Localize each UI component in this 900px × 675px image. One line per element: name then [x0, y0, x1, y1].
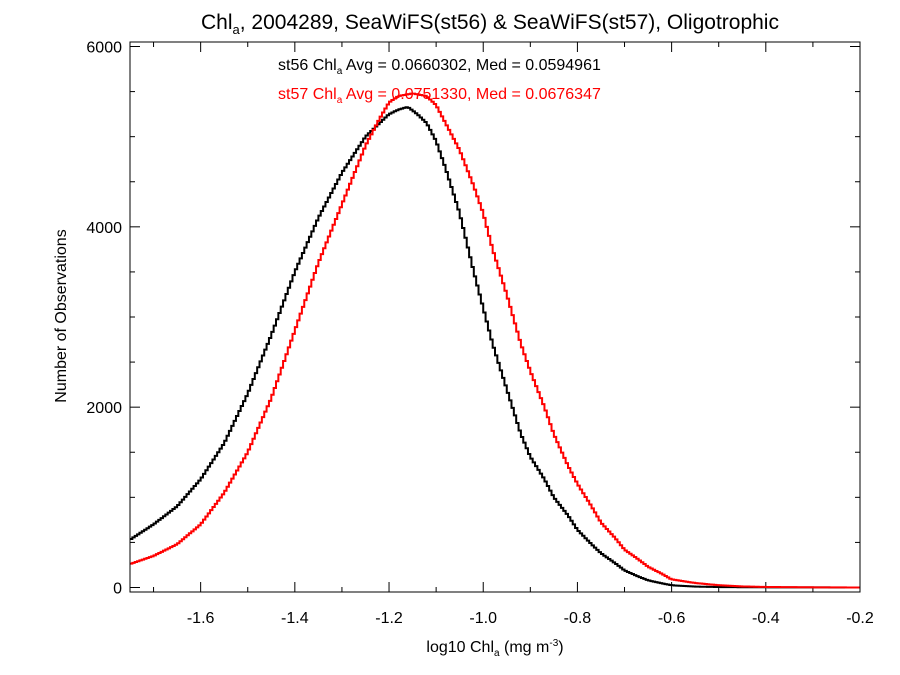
st56-annotation-prefix: st56 Chl	[278, 57, 337, 74]
st57-annotation: st57 Chla Avg = 0.0751330, Med = 0.06763…	[278, 86, 601, 106]
y-tick-label: 6000	[86, 40, 122, 57]
x-tick-label: -0.2	[846, 610, 874, 627]
plot-frame	[129, 41, 861, 593]
axis-ticks: -1.6 -1.4 -1.2 -1.0 -0.8 -0.6 -0.4 -0.2 0 2000 400…	[86, 40, 873, 627]
data-series	[130, 92, 860, 589]
st56-annotation-rest: Avg = 0.0660302, Med = 0.0594961	[342, 57, 601, 74]
y-tick-label: 0	[113, 580, 122, 597]
chart-title: Chla, 2004289, SeaWiFS(st56) & SeaWiFS(s…	[201, 11, 779, 37]
x-axis-label-prefix: log10 Chl	[426, 639, 494, 656]
st56-annotation: st56 Chla Avg = 0.0660302, Med = 0.05949…	[278, 57, 601, 77]
x-axis-label-middle: (mg m	[500, 639, 550, 656]
x-tick-label: -1.6	[187, 610, 215, 627]
x-axis-label-suffix: )	[558, 639, 563, 656]
x-axis-label-subscript: a	[494, 648, 500, 659]
st57-annotation-subscript: a	[337, 95, 343, 106]
x-tick-label: -0.4	[752, 610, 780, 627]
x-axis-label: log10 Chla (mg m-3)	[426, 638, 563, 659]
st57-annotation-rest: Avg = 0.0751330, Med = 0.0676347	[342, 86, 601, 103]
x-tick-label: -1.4	[281, 610, 309, 627]
chart-title-prefix: Chl	[201, 11, 233, 34]
chart-title-subscript: a	[233, 22, 241, 37]
y-tick-label: 2000	[86, 400, 122, 417]
st56-histogram-line	[130, 106, 860, 589]
chart-title-rest: , 2004289, SeaWiFS(st56) & SeaWiFS(st57)…	[240, 11, 779, 34]
x-axis-label-superscript: -3	[549, 638, 558, 649]
x-tick-label: -0.6	[658, 610, 686, 627]
x-tick-label: -1.2	[375, 610, 403, 627]
x-tick-label: -0.8	[564, 610, 592, 627]
st56-annotation-subscript: a	[337, 66, 343, 77]
st57-annotation-prefix: st57 Chl	[278, 86, 337, 103]
st57-histogram-line	[130, 92, 860, 589]
y-axis-label: Number of Observations	[53, 229, 70, 402]
y-tick-label: 4000	[86, 220, 122, 237]
x-tick-label: -1.0	[469, 610, 497, 627]
